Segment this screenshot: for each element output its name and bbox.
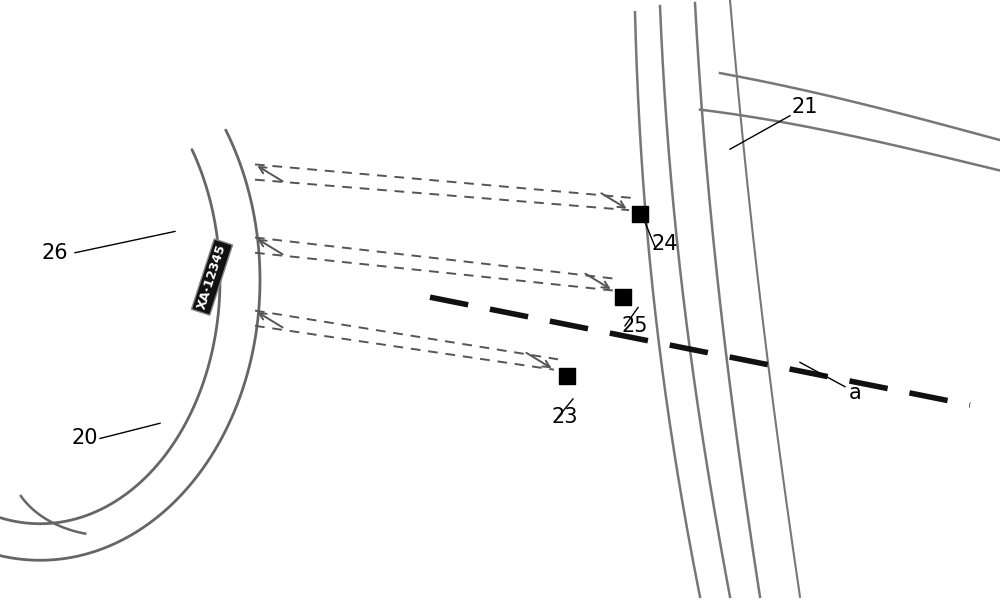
Text: 24: 24	[652, 234, 678, 253]
Text: 20: 20	[72, 429, 98, 448]
Point	[559, 371, 575, 381]
Text: 25: 25	[622, 316, 648, 336]
Text: a: a	[849, 383, 861, 403]
Point	[615, 292, 631, 302]
Text: 21: 21	[792, 97, 818, 116]
Point	[632, 209, 648, 219]
Text: XA·12345: XA·12345	[195, 243, 229, 311]
Text: 26: 26	[42, 243, 68, 262]
Text: 23: 23	[552, 407, 578, 427]
